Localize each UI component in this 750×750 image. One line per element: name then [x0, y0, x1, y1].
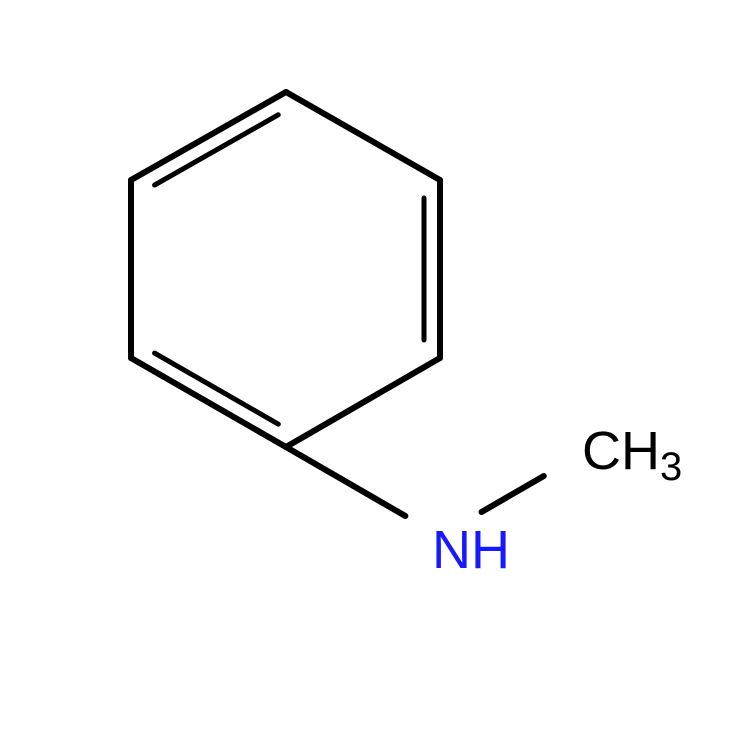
nh-label: NH — [432, 520, 510, 580]
nitrogen-label: NH — [432, 520, 510, 580]
bond — [131, 92, 286, 180]
bond — [286, 358, 440, 447]
bond — [286, 447, 405, 516]
bond — [286, 92, 440, 180]
bond — [482, 476, 544, 512]
molecule-canvas: NH CH3 — [0, 0, 750, 750]
bond-inner — [155, 115, 279, 185]
bond — [131, 358, 286, 447]
molecule-svg: NH CH3 — [0, 0, 750, 750]
bond-inner — [155, 353, 279, 424]
methyl-label: CH3 — [582, 421, 682, 488]
